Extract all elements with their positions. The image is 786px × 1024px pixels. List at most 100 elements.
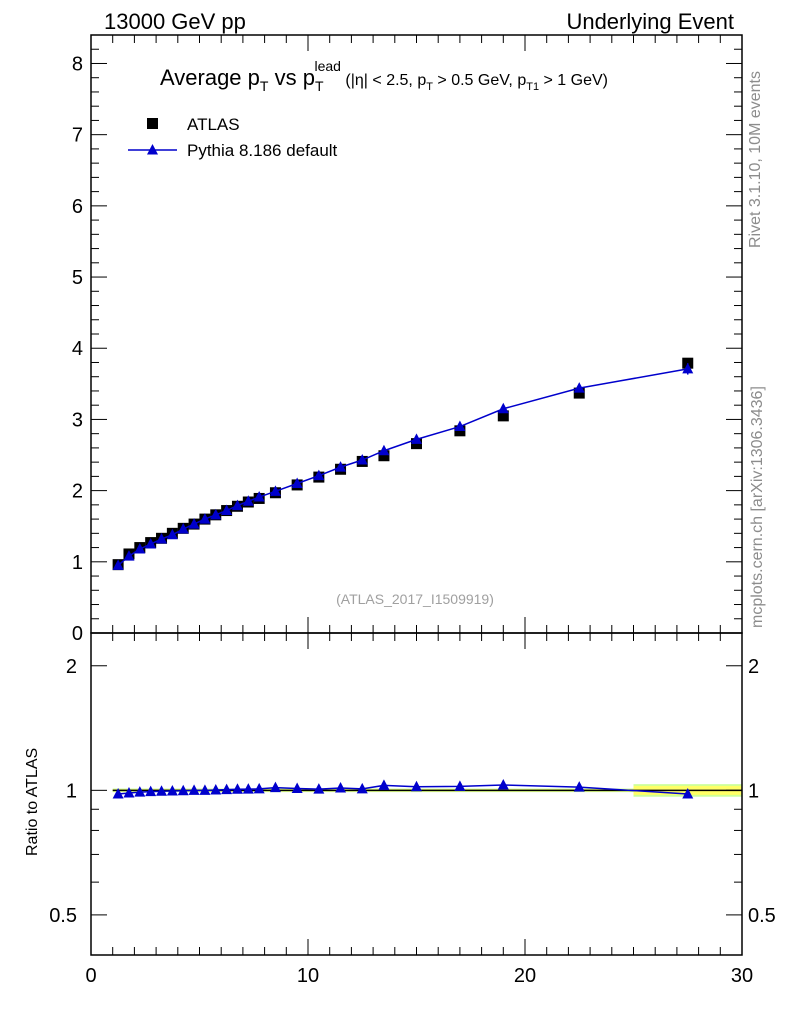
ratio-point	[123, 787, 135, 798]
header-left: 13000 GeV pp	[104, 9, 246, 34]
atlas-point	[573, 387, 585, 399]
ratio-point	[188, 784, 200, 795]
ratio-y-tick-label: 1	[66, 780, 77, 802]
ratio-point	[573, 781, 585, 792]
title-sup2: lead	[315, 58, 341, 74]
ratio-y-tick-label-right: 1	[748, 780, 759, 802]
ratio-point	[112, 787, 124, 799]
main-y-tick-label: 2	[72, 481, 83, 503]
pythia-point	[291, 477, 303, 488]
rivet-label: Rivet 3.1.10, 10M events	[747, 71, 764, 248]
main-data-layer	[112, 357, 694, 571]
main-y-tick-label: 1	[72, 552, 83, 574]
pythia-point	[177, 523, 189, 534]
atlas-point	[497, 410, 509, 422]
pythia-point	[253, 491, 265, 502]
ratio-y-tick-label-right: 2	[748, 656, 759, 678]
ratio-point	[454, 780, 466, 791]
ratio-y-tick-label: 0.5	[49, 905, 77, 927]
title-cuts-mid: > 0.5 GeV, p	[433, 72, 526, 89]
ratio-point	[378, 779, 390, 790]
ratio-data-layer	[112, 779, 694, 799]
pythia-point	[210, 508, 222, 520]
analysis-id: (ATLAS_2017_I1509919)	[336, 591, 494, 607]
legend-atlas-marker	[147, 118, 158, 129]
main-y-tick-label: 7	[72, 125, 83, 147]
legend-atlas-label: ATLAS	[187, 115, 240, 134]
main-y-tick-label: 3	[72, 409, 83, 431]
main-axis-ticks: 0 1 2 3 4 5 6 7 8	[72, 34, 743, 645]
title-cuts-sub: T	[426, 81, 433, 93]
ratio-point	[210, 783, 222, 795]
ratio-x-tick-label: 0	[85, 965, 96, 987]
ratio-point	[145, 785, 157, 797]
ratio-x-tick-label: 10	[297, 965, 319, 987]
pythia-line	[117, 368, 688, 566]
pythia-point	[335, 461, 347, 472]
pythia-point	[356, 454, 368, 465]
pythia-point	[313, 469, 325, 481]
ratio-point	[682, 787, 694, 799]
ratio-point	[269, 781, 281, 793]
pythia-point	[454, 420, 466, 432]
pythia-point	[411, 433, 422, 444]
pythia-point	[573, 382, 585, 393]
main-title: Average pT vs pTlead (|η| < 2.5, pT > 0.…	[160, 58, 608, 94]
ratio-point	[156, 785, 168, 796]
legend-pythia-label: Pythia 8.186 default	[187, 141, 338, 160]
ratio-point	[231, 783, 243, 794]
pythia-point	[123, 550, 135, 561]
title-pre: Average p	[160, 65, 260, 90]
pythia-point	[242, 495, 254, 506]
ratio-ylabel: Ratio to ATLAS	[24, 748, 41, 856]
ratio-point	[291, 782, 303, 794]
pythia-point	[269, 485, 281, 496]
ratio-point	[242, 783, 254, 794]
main-y-tick-label: 0	[72, 623, 83, 645]
ratio-y-tick-label-right: 0.5	[748, 905, 776, 927]
legend: ATLAS Pythia 8.186 default	[128, 115, 338, 160]
atlas-point	[378, 450, 390, 462]
pythia-point	[156, 533, 168, 544]
ratio-point	[313, 783, 325, 794]
ratio-point	[134, 786, 146, 797]
pythia-point	[188, 518, 200, 529]
title-cuts: (|η| < 2.5, p	[341, 72, 426, 89]
ratio-point	[221, 783, 233, 795]
mcplots-label: mcplots.cern.ch [arXiv:1306.3436]	[749, 386, 766, 628]
main-y-tick-label: 4	[72, 338, 83, 360]
pythia-point	[682, 362, 694, 374]
ratio-point	[199, 784, 211, 795]
title-cuts-end: > 1 GeV)	[539, 72, 608, 89]
title-mid: vs p	[268, 65, 314, 90]
pythia-point	[145, 538, 157, 549]
pythia-point	[378, 444, 390, 456]
ratio-point	[356, 782, 368, 794]
title-sub1: T	[260, 78, 269, 94]
ratio-panel: 0.5 0.51 12 20 10 20 30 Ratio to ATLAS	[24, 632, 776, 987]
pythia-point	[166, 528, 178, 540]
ratio-point	[253, 782, 265, 794]
pythia-point	[497, 402, 509, 414]
header-right: Underlying Event	[566, 9, 734, 34]
main-y-tick-label: 8	[72, 53, 83, 75]
ratio-point	[335, 782, 347, 793]
ratio-point	[177, 784, 189, 796]
title-cuts-sub2: T1	[526, 81, 539, 93]
pythia-point	[231, 499, 243, 511]
ratio-axis-ticks: 0.5 0.51 12 20 10 20 30	[49, 633, 776, 987]
ratio-x-tick-label: 20	[514, 965, 536, 987]
main-y-tick-label: 5	[72, 267, 83, 289]
title-sub2: T	[315, 78, 324, 94]
ratio-y-tick-label: 2	[66, 656, 77, 678]
ratio-x-tick-label: 30	[731, 965, 753, 987]
ratio-point	[411, 780, 422, 792]
pythia-point	[199, 513, 211, 524]
pythia-point	[221, 504, 233, 516]
pythia-point	[134, 542, 146, 554]
ratio-point	[166, 785, 178, 796]
ratio-point	[497, 779, 509, 790]
pythia-point	[112, 559, 124, 570]
